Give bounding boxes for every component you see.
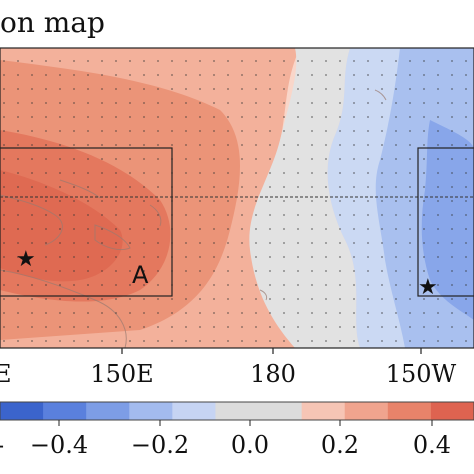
colorbar-tick-label: 0.0 bbox=[231, 431, 269, 459]
colorbar-segment bbox=[215, 402, 260, 420]
x-tick-label: 150W bbox=[386, 360, 457, 388]
star-marker-east: ★ bbox=[418, 275, 438, 300]
colorbar-segment bbox=[129, 402, 173, 420]
colorbar-tick-label: −0.2 bbox=[131, 431, 189, 459]
colorbar-segment bbox=[258, 402, 303, 420]
colorbar-segment bbox=[430, 402, 474, 420]
significance-stipple bbox=[0, 48, 474, 348]
colorbar-segment bbox=[172, 402, 216, 420]
colorbar-segment bbox=[43, 402, 87, 420]
x-tick-label: 180 bbox=[250, 360, 296, 388]
colorbar-ticks bbox=[58, 420, 433, 426]
colorbar-tick-label: 0.4 bbox=[413, 431, 451, 459]
colorbar-segment bbox=[0, 402, 44, 420]
star-marker-west: ★ bbox=[16, 247, 36, 272]
colorbar-tick-label: 0.2 bbox=[321, 431, 359, 459]
map-field bbox=[0, 48, 474, 348]
colorbar-frame bbox=[0, 401, 474, 421]
colorbar-segment bbox=[86, 402, 130, 420]
colorbar-edge-tick: - bbox=[0, 431, 4, 459]
x-tick-label: E bbox=[0, 360, 12, 388]
colorbar-segment bbox=[301, 402, 346, 420]
region-box-b bbox=[417, 147, 474, 297]
colorbar bbox=[0, 402, 474, 420]
colorbar-tick-label: −0.4 bbox=[30, 431, 88, 459]
colorbar-segment bbox=[344, 402, 389, 420]
map-title: on map bbox=[0, 6, 105, 39]
region-box-a-label: A bbox=[132, 261, 149, 289]
region-box-a bbox=[0, 147, 173, 297]
map-frame bbox=[0, 47, 474, 349]
x-tick-label: 150E bbox=[90, 360, 153, 388]
colorbar-segment bbox=[387, 402, 432, 420]
x-axis-ticks bbox=[121, 348, 422, 354]
